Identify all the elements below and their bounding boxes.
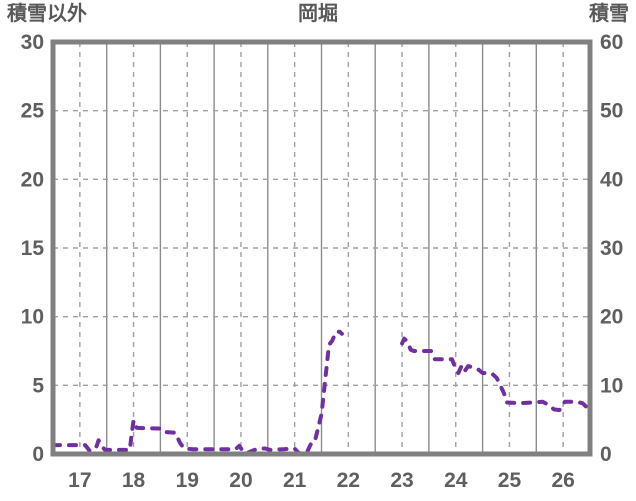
- left-axis-title: 積雪以外: [7, 3, 87, 25]
- series-line: [400, 336, 592, 415]
- left-axis-tick-label: 30: [21, 31, 44, 54]
- left-axis-tick-label: 5: [32, 374, 44, 397]
- right-axis-tick-label: 0: [600, 443, 612, 466]
- right-axis-tick-label: 20: [600, 306, 623, 329]
- right-axis-title: 積雪: [589, 3, 629, 25]
- right-axis-tick-label: 40: [600, 168, 623, 191]
- x-axis-tick-label: 24: [444, 469, 468, 492]
- x-axis-tick-label: 18: [122, 469, 146, 492]
- right-axis-tick-label: 30: [600, 237, 623, 260]
- left-axis-tick-label: 20: [21, 168, 44, 191]
- right-axis-tick-label: 10: [600, 374, 623, 397]
- right-axis-tick-label: 60: [600, 31, 623, 54]
- x-axis-tick-label: 23: [390, 469, 413, 492]
- x-axis-tick-label: 26: [551, 469, 574, 492]
- chart-title: 岡堀: [298, 3, 338, 25]
- left-axis-tick-label: 10: [21, 306, 44, 329]
- x-axis-tick-label: 20: [229, 469, 252, 492]
- plot-border: [50, 39, 593, 457]
- x-axis-tick-label: 22: [337, 469, 360, 492]
- series-line: [51, 329, 344, 456]
- left-axis-tick-label: 0: [32, 443, 44, 466]
- left-axis-tick-label: 15: [21, 237, 45, 260]
- x-axis-tick-label: 21: [283, 469, 307, 492]
- x-axis-tick-label: 17: [68, 469, 91, 492]
- x-axis-tick-label: 25: [498, 469, 522, 492]
- left-axis-tick-label: 25: [21, 100, 45, 123]
- x-axis-tick-label: 19: [176, 469, 199, 492]
- right-axis-tick-label: 50: [600, 100, 623, 123]
